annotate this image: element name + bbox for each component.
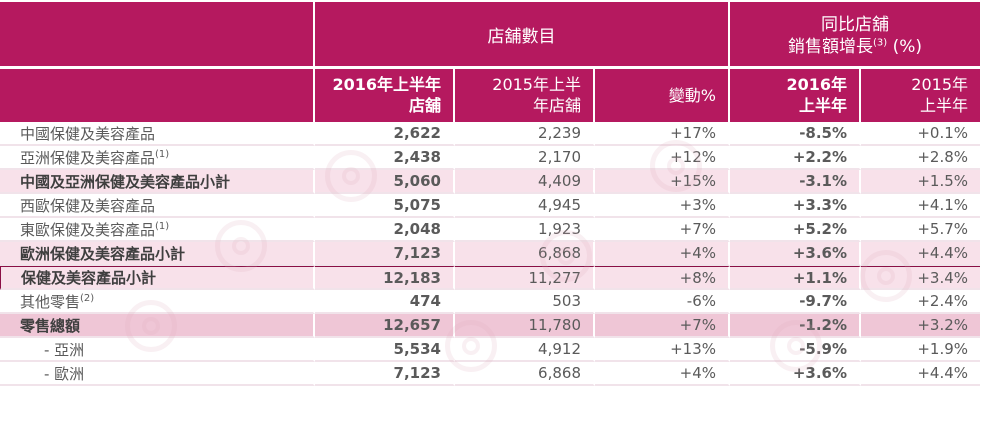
cell-2015-stores: 4,945 [455, 194, 595, 218]
row-label: 歐洲保健及美容產品小計 [0, 242, 315, 266]
cell-growth-2015: +4.4% [861, 242, 981, 266]
cell-2015-stores: 11,780 [455, 314, 595, 338]
cell-change: +13% [595, 338, 731, 362]
cell-growth-2015: +5.7% [861, 218, 981, 242]
header-2016h1-stores: 2016年上半年 店舖 [315, 66, 455, 122]
cell-2016-stores: 2,048 [315, 218, 455, 242]
cell-growth-2016: -3.1% [730, 170, 862, 194]
row-label: 中國保健及美容產品 [0, 122, 315, 146]
table-row: 其他零售(2) 474 503 -6% -9.7% +2.4% [0, 290, 981, 314]
cell-growth-2015: +4.1% [861, 194, 981, 218]
cell-growth-2016: +3.3% [730, 194, 862, 218]
header-blank [0, 2, 315, 66]
cell-2016-stores: 2,622 [315, 122, 455, 146]
store-stats-table: 店舖數目 同比店舖 銷售額增長(3) (%) 2016年上半年 店舖 2015年上… [0, 2, 981, 386]
row-label: 東歐保健及美容產品(1) [0, 218, 315, 242]
cell-2016-stores: 5,060 [315, 170, 455, 194]
table-row: - 亞洲 5,534 4,912 +13% -5.9% +1.9% [0, 338, 981, 362]
header-change-pct: 變動% [595, 66, 731, 122]
table-row-highlighted: 保健及美容產品小計 12,183 11,277 +8% +1.1% +3.4% [0, 266, 981, 290]
header-growth-2016h1: 2016年 上半年 [730, 66, 862, 122]
cell-growth-2016: -1.2% [730, 314, 862, 338]
table-row-subtotal: 中國及亞洲保健及美容產品小計 5,060 4,409 +15% -3.1% +1… [0, 170, 981, 194]
header-row-columns: 2016年上半年 店舖 2015年上半 年店舖 變動% 2016年 上半年 2015年… [0, 66, 981, 122]
cell-growth-2016: +2.2% [730, 146, 862, 170]
cell-growth-2016: +1.1% [730, 266, 862, 290]
cell-growth-2015: +1.9% [861, 338, 981, 362]
cell-growth-2016: -8.5% [730, 122, 862, 146]
table-row-total: 零售總額 12,657 11,780 +7% -1.2% +3.2% [0, 314, 981, 338]
row-label: - 亞洲 [0, 338, 315, 362]
row-label: 其他零售(2) [0, 290, 315, 314]
cell-growth-2015: +1.5% [861, 170, 981, 194]
header-blank-2 [0, 66, 315, 122]
cell-change: +7% [595, 314, 731, 338]
cell-2016-stores: 5,075 [315, 194, 455, 218]
cell-2015-stores: 2,239 [455, 122, 595, 146]
table-row: 亞洲保健及美容產品(1) 2,438 2,170 +12% +2.2% +2.8… [0, 146, 981, 170]
cell-growth-2016: +3.6% [730, 242, 862, 266]
cell-2016-stores: 2,438 [315, 146, 455, 170]
cell-2015-stores: 4,409 [455, 170, 595, 194]
cell-2015-stores: 11,277 [455, 266, 595, 290]
cell-change: +17% [595, 122, 731, 146]
table-row: 西歐保健及美容產品 5,075 4,945 +3% +3.3% +4.1% [0, 194, 981, 218]
cell-2016-stores: 474 [315, 290, 455, 314]
header-growth-2015h1: 2015年 上半年 [861, 66, 981, 122]
cell-2015-stores: 503 [455, 290, 595, 314]
header-store-count: 店舖數目 [315, 2, 731, 66]
cell-growth-2015: +3.4% [861, 266, 981, 290]
cell-growth-2016: +3.6% [730, 362, 862, 386]
row-label: 保健及美容產品小計 [0, 266, 315, 290]
cell-change: +7% [595, 218, 731, 242]
cell-change: +4% [595, 242, 731, 266]
cell-2016-stores: 5,534 [315, 338, 455, 362]
row-label: 零售總額 [0, 314, 315, 338]
cell-2015-stores: 2,170 [455, 146, 595, 170]
cell-growth-2015: +4.4% [861, 362, 981, 386]
cell-growth-2015: +3.2% [861, 314, 981, 338]
cell-growth-2016: -9.7% [730, 290, 862, 314]
cell-change: +3% [595, 194, 731, 218]
cell-change: -6% [595, 290, 731, 314]
cell-change: +12% [595, 146, 731, 170]
table-row: 東歐保健及美容產品(1) 2,048 1,923 +7% +5.2% +5.7% [0, 218, 981, 242]
row-label: 中國及亞洲保健及美容產品小計 [0, 170, 315, 194]
cell-change: +8% [595, 266, 731, 290]
cell-growth-2015: +2.4% [861, 290, 981, 314]
header-sales-growth: 同比店舖 銷售額增長(3) (%) [730, 2, 981, 66]
cell-growth-2016: -5.9% [730, 338, 862, 362]
cell-2016-stores: 12,657 [315, 314, 455, 338]
cell-2015-stores: 4,912 [455, 338, 595, 362]
row-label: - 歐洲 [0, 362, 315, 386]
cell-growth-2015: +2.8% [861, 146, 981, 170]
header-row-groups: 店舖數目 同比店舖 銷售額增長(3) (%) [0, 2, 981, 66]
cell-2016-stores: 12,183 [315, 266, 455, 290]
table-row-subtotal: 歐洲保健及美容產品小計 7,123 6,868 +4% +3.6% +4.4% [0, 242, 981, 266]
cell-2016-stores: 7,123 [315, 242, 455, 266]
cell-growth-2015: +0.1% [861, 122, 981, 146]
table-row: 中國保健及美容產品 2,622 2,239 +17% -8.5% +0.1% [0, 122, 981, 146]
cell-2015-stores: 6,868 [455, 242, 595, 266]
cell-2016-stores: 7,123 [315, 362, 455, 386]
cell-change: +4% [595, 362, 731, 386]
row-label: 西歐保健及美容產品 [0, 194, 315, 218]
cell-2015-stores: 1,923 [455, 218, 595, 242]
cell-growth-2016: +5.2% [730, 218, 862, 242]
cell-2015-stores: 6,868 [455, 362, 595, 386]
header-2015h1-stores: 2015年上半 年店舖 [455, 66, 595, 122]
table-row: - 歐洲 7,123 6,868 +4% +3.6% +4.4% [0, 362, 981, 386]
cell-change: +15% [595, 170, 731, 194]
row-label: 亞洲保健及美容產品(1) [0, 146, 315, 170]
